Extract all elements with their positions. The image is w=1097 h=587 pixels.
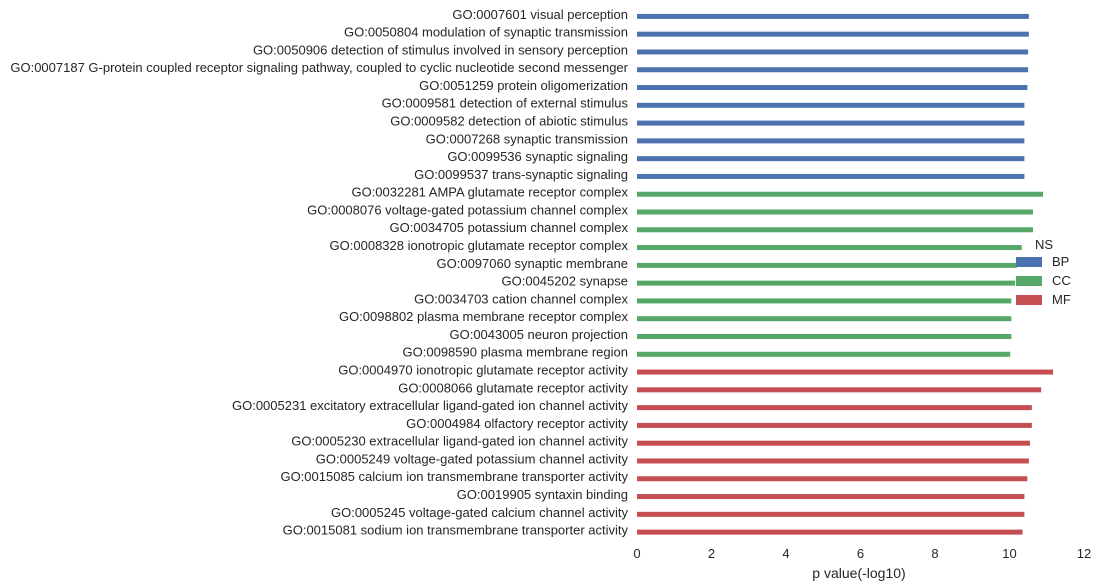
bar xyxy=(637,138,1025,144)
category-label: GO:0019905 syntaxin binding xyxy=(457,487,628,502)
bar xyxy=(637,13,1029,19)
x-tick-label: 2 xyxy=(708,546,715,561)
category-label: GO:0005230 extracellular ligand-gated io… xyxy=(291,434,628,449)
legend-swatch xyxy=(1016,257,1042,267)
bar xyxy=(637,422,1032,428)
bar xyxy=(637,245,1022,251)
legend-title: NS xyxy=(1035,237,1053,252)
bar xyxy=(637,529,1023,535)
x-tick-label: 10 xyxy=(1002,546,1016,561)
category-label: GO:0007268 synaptic transmission xyxy=(426,131,628,146)
category-label: GO:0050804 modulation of synaptic transm… xyxy=(344,25,628,40)
bar xyxy=(637,351,1011,357)
category-label: GO:0032281 AMPA glutamate receptor compl… xyxy=(351,185,628,200)
category-label: GO:0045202 synapse xyxy=(502,274,628,289)
bar xyxy=(637,85,1028,91)
category-label: GO:0009581 detection of external stimulu… xyxy=(382,96,629,111)
bar xyxy=(637,333,1012,339)
category-label: GO:0009582 detection of abiotic stimulus xyxy=(390,114,628,129)
bar xyxy=(637,227,1033,233)
category-label: GO:0005231 excitatory extracellular liga… xyxy=(232,398,629,413)
bar xyxy=(637,298,1012,304)
bar xyxy=(637,511,1025,517)
category-label: GO:0008066 glutamate receptor activity xyxy=(398,380,628,395)
category-label: GO:0015081 sodium ion transmembrane tran… xyxy=(283,523,629,538)
bar xyxy=(637,369,1054,375)
bars-group xyxy=(637,13,1054,535)
bar xyxy=(637,191,1044,197)
bar xyxy=(637,67,1029,73)
x-tick-label: 4 xyxy=(782,546,789,561)
legend-label: BP xyxy=(1052,254,1069,269)
category-label: GO:0004984 olfactory receptor activity xyxy=(406,416,628,431)
bar xyxy=(637,280,1016,286)
bar xyxy=(637,476,1028,482)
category-label: GO:0008328 ionotropic glutamate receptor… xyxy=(330,238,629,253)
x-tick-label: 6 xyxy=(857,546,864,561)
category-label: GO:0004970 ionotropic glutamate receptor… xyxy=(338,362,628,377)
bar xyxy=(637,173,1025,179)
category-label: GO:0098802 plasma membrane receptor comp… xyxy=(339,309,629,324)
x-axis-label: p value(-log10) xyxy=(812,565,905,581)
category-label: GO:0051259 protein oligomerization xyxy=(419,78,628,93)
legend-swatch xyxy=(1016,276,1042,286)
bar xyxy=(637,405,1032,411)
legend-swatch xyxy=(1016,295,1042,305)
bar xyxy=(637,316,1012,322)
legend-label: CC xyxy=(1052,273,1071,288)
category-label: GO:0043005 neuron projection xyxy=(449,327,628,342)
bar xyxy=(637,440,1030,446)
category-label: GO:0034703 cation channel complex xyxy=(414,291,628,306)
category-label: GO:0098590 plasma membrane region xyxy=(403,345,628,360)
category-label: GO:0034705 potassium channel complex xyxy=(390,220,629,235)
bar xyxy=(637,156,1025,162)
x-tick-label: 8 xyxy=(931,546,938,561)
legend-entries-group: BP CC MF xyxy=(1016,254,1071,307)
bar xyxy=(637,120,1025,126)
category-label: GO:0015085 calcium ion transmembrane tra… xyxy=(280,469,628,484)
bar xyxy=(637,387,1042,393)
category-label: GO:0007601 visual perception xyxy=(452,7,628,22)
category-label: GO:0005249 voltage-gated potassium chann… xyxy=(316,451,629,466)
bar xyxy=(637,31,1029,37)
bar xyxy=(637,102,1025,108)
legend: NS BP CC MF xyxy=(1016,237,1071,307)
x-tick-label: 12 xyxy=(1077,546,1091,561)
category-label: GO:0008076 voltage-gated potassium chann… xyxy=(307,202,628,217)
category-label: GO:0099537 trans-synaptic signaling xyxy=(414,167,628,182)
category-labels-group: GO:0007601 visual perception GO:0050804 m… xyxy=(10,7,628,538)
bar xyxy=(637,458,1029,464)
category-label: GO:0050906 detection of stimulus involve… xyxy=(253,42,628,57)
x-tick-label: 0 xyxy=(633,546,640,561)
bar xyxy=(637,49,1029,55)
category-label: GO:0007187 G-protein coupled receptor si… xyxy=(10,60,628,75)
category-label: GO:0005245 voltage-gated calcium channel… xyxy=(331,505,629,520)
legend-label: MF xyxy=(1052,292,1071,307)
bar xyxy=(637,494,1025,500)
bar xyxy=(637,209,1033,215)
category-label: GO:0099536 synaptic signaling xyxy=(447,149,628,164)
bar xyxy=(637,262,1017,268)
category-label: GO:0097060 synaptic membrane xyxy=(437,256,629,271)
x-axis-ticks-group: 0 2 4 6 8 10 12 xyxy=(633,546,1091,561)
